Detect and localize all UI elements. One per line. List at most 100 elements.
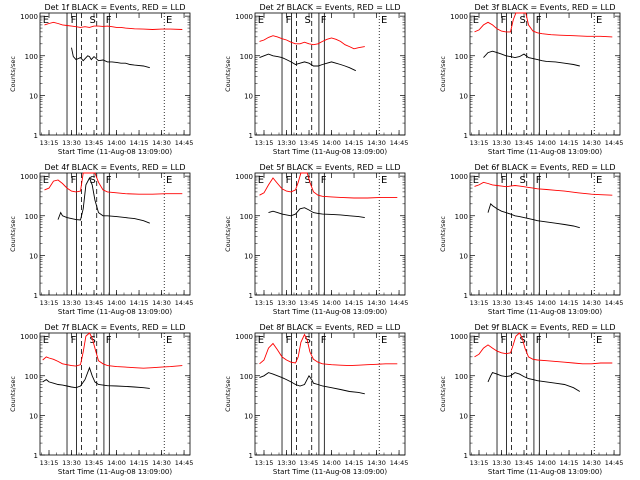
y-tick-label: 10 xyxy=(244,252,253,260)
y-axis-label: Counts/sec xyxy=(439,376,447,412)
y-tick-label: 1000 xyxy=(235,333,253,341)
interval-label: E xyxy=(596,175,602,186)
x-tick-label: 14:45 xyxy=(175,139,194,147)
series-line-lld xyxy=(474,181,613,196)
series-line-lld xyxy=(44,21,183,30)
chart-title: Det 1f BLACK = Events, RED = LLD xyxy=(44,3,185,12)
x-tick-label: 13:45 xyxy=(85,139,104,147)
y-tick-label: 100 xyxy=(455,373,468,381)
y-tick-label: 1000 xyxy=(235,173,253,181)
series-line-events xyxy=(57,176,150,224)
y-tick-label: 1 xyxy=(464,452,468,460)
x-tick-label: 13:45 xyxy=(300,139,319,147)
y-tick-label: 1000 xyxy=(20,13,38,21)
x-tick-label: 14:45 xyxy=(605,299,624,307)
y-axis-label: Counts/sec xyxy=(224,376,232,412)
detector-panel: 1 10 100 1000 13:15 13:30 13:45 14:00 14:15 14:30… xyxy=(439,323,623,476)
y-tick-label: 1000 xyxy=(450,13,468,21)
chart-title: Det 9f BLACK = Events, RED = LLD xyxy=(474,323,615,332)
y-tick-label: 1000 xyxy=(20,173,38,181)
series-line-lld xyxy=(42,332,183,369)
x-tick-label: 13:15 xyxy=(255,139,274,147)
y-tick-label: 10 xyxy=(29,92,38,100)
interval-label: E xyxy=(43,15,49,26)
x-tick-label: 13:45 xyxy=(515,299,534,307)
x-axis-label: Start Time (11-Aug-08 13:09:00) xyxy=(58,308,172,316)
chart-title: Det 4f BLACK = Events, RED = LLD xyxy=(44,163,185,172)
x-tick-label: 13:15 xyxy=(470,139,489,147)
interval-label: E xyxy=(166,175,172,186)
y-tick-label: 1000 xyxy=(235,13,253,21)
plot-frame xyxy=(469,332,621,456)
y-tick-label: 1000 xyxy=(450,333,468,341)
x-axis-label: Start Time (11-Aug-08 13:09:00) xyxy=(488,308,602,316)
x-tick-label: 14:15 xyxy=(345,299,364,307)
x-tick-label: 14:30 xyxy=(582,459,601,467)
interval-label: S xyxy=(520,15,526,26)
x-tick-label: 14:45 xyxy=(605,139,624,147)
x-tick-label: 14:45 xyxy=(605,459,624,467)
y-tick-label: 100 xyxy=(455,213,468,221)
x-tick-label: 13:15 xyxy=(40,139,59,147)
interval-label: F xyxy=(71,15,77,26)
y-tick-label: 10 xyxy=(244,92,253,100)
interval-label: E xyxy=(258,15,264,26)
detector-panel: 1 10 100 1000 13:15 13:30 13:45 14:00 14:15 14:30… xyxy=(439,3,623,156)
interval-label: F xyxy=(286,15,292,26)
y-tick-label: 10 xyxy=(29,252,38,260)
interval-label: F xyxy=(501,335,507,346)
x-tick-label: 13:15 xyxy=(255,299,274,307)
plot-frame xyxy=(469,172,621,296)
x-tick-label: 13:15 xyxy=(470,459,489,467)
interval-label: E xyxy=(473,335,479,346)
interval-label: E xyxy=(258,175,264,186)
x-tick-label: 13:30 xyxy=(62,139,81,147)
interval-label: E xyxy=(43,175,49,186)
y-tick-label: 10 xyxy=(244,412,253,420)
x-tick-label: 13:30 xyxy=(277,299,296,307)
x-tick-label: 13:30 xyxy=(277,139,296,147)
y-axis-label: Counts/sec xyxy=(224,216,232,252)
y-tick-label: 100 xyxy=(240,53,253,61)
x-tick-label: 14:00 xyxy=(322,459,341,467)
y-tick-label: 10 xyxy=(459,252,468,260)
plot-frame xyxy=(254,12,406,136)
interval-label: E xyxy=(43,335,49,346)
y-tick-label: 10 xyxy=(459,92,468,100)
y-tick-label: 1 xyxy=(464,292,468,300)
x-tick-label: 14:15 xyxy=(130,299,149,307)
interval-label: E xyxy=(381,335,387,346)
x-tick-label: 13:45 xyxy=(85,299,104,307)
y-tick-label: 10 xyxy=(459,412,468,420)
x-tick-label: 13:30 xyxy=(62,299,81,307)
x-tick-label: 14:00 xyxy=(537,299,556,307)
x-tick-label: 14:00 xyxy=(107,459,126,467)
y-tick-label: 1 xyxy=(34,132,38,140)
y-axis-label: Counts/sec xyxy=(9,216,17,252)
interval-label: S xyxy=(305,175,311,186)
y-tick-label: 100 xyxy=(240,213,253,221)
x-tick-label: 14:30 xyxy=(582,299,601,307)
plot-frame xyxy=(39,332,191,456)
chart-title: Det 6f BLACK = Events, RED = LLD xyxy=(474,163,615,172)
y-tick-label: 100 xyxy=(25,53,38,61)
x-tick-label: 14:00 xyxy=(107,299,126,307)
x-tick-label: 14:15 xyxy=(345,459,364,467)
y-tick-label: 1 xyxy=(249,132,253,140)
y-tick-label: 1000 xyxy=(450,173,468,181)
interval-label: E xyxy=(473,175,479,186)
interval-label: F xyxy=(321,15,327,26)
x-tick-label: 14:15 xyxy=(345,139,364,147)
x-tick-label: 14:15 xyxy=(560,139,579,147)
y-axis-label: Counts/sec xyxy=(9,376,17,412)
x-tick-label: 14:30 xyxy=(367,299,386,307)
interval-label: F xyxy=(71,335,77,346)
plot-frame xyxy=(469,12,621,136)
interval-label: F xyxy=(501,15,507,26)
interval-label: F xyxy=(286,175,292,186)
x-tick-label: 13:30 xyxy=(492,139,511,147)
x-tick-label: 14:45 xyxy=(175,459,194,467)
x-tick-label: 13:30 xyxy=(492,459,511,467)
y-tick-label: 1 xyxy=(34,292,38,300)
